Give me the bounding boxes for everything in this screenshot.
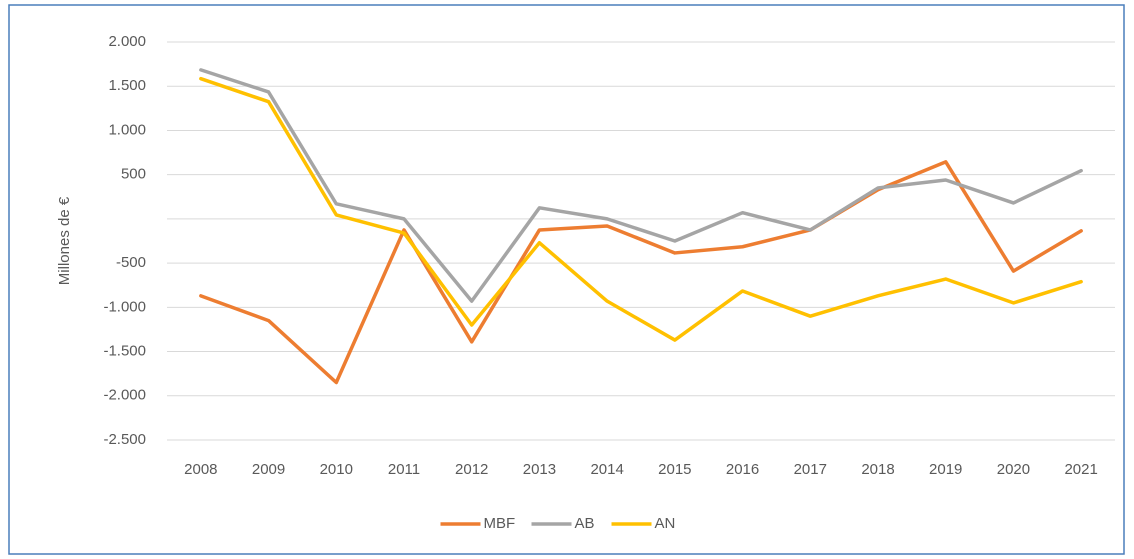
x-tick-label: 2008: [184, 461, 217, 478]
x-tick-label: 2014: [590, 461, 623, 478]
line-series: [199, 160, 1083, 385]
x-tick-label: 2012: [455, 461, 488, 478]
y-tick-label: -2.000: [103, 387, 146, 404]
legend-label: AN: [655, 515, 676, 532]
y-tick-label: -500: [116, 254, 146, 271]
y-tick-label: -1.000: [103, 298, 146, 315]
x-tick-label: 2017: [794, 461, 827, 478]
x-tick-label: 2018: [861, 461, 894, 478]
x-tick-label: 2010: [320, 461, 353, 478]
x-tick-label: 2021: [1064, 461, 1097, 478]
line-series: [199, 68, 1083, 303]
y-tick-label: -1.500: [103, 343, 146, 360]
legend-label: MBF: [484, 515, 516, 532]
x-tick-label: 2009: [252, 461, 285, 478]
y-tick-label: 2.000: [108, 33, 146, 50]
line-series: [199, 76, 1083, 342]
y-tick-label: 500: [121, 166, 146, 183]
x-tick-label: 2013: [523, 461, 556, 478]
x-tick-label: 2020: [997, 461, 1030, 478]
y-tick-label: 1.500: [108, 77, 146, 94]
x-tick-label: 2019: [929, 461, 962, 478]
legend-label: AB: [575, 515, 595, 532]
y-axis-label: Millones de €: [56, 196, 73, 285]
x-tick-label: 2015: [658, 461, 691, 478]
x-tick-label: 2011: [388, 461, 420, 478]
x-tick-label: 2016: [726, 461, 759, 478]
y-tick-label: 1.000: [108, 121, 146, 138]
y-tick-label: -2.500: [103, 431, 146, 448]
